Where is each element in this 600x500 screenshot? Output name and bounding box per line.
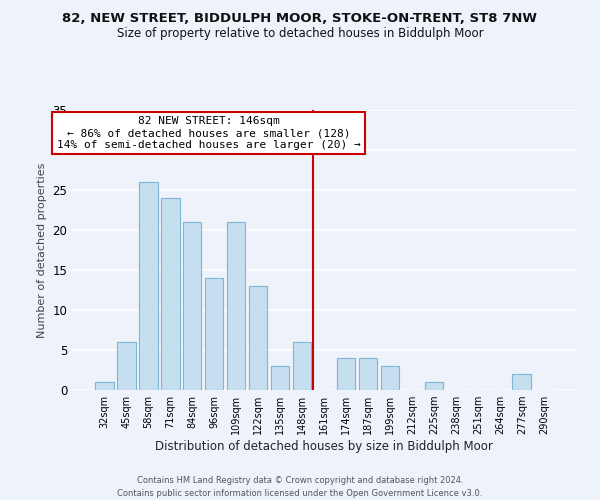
Text: 82, NEW STREET, BIDDULPH MOOR, STOKE-ON-TRENT, ST8 7NW: 82, NEW STREET, BIDDULPH MOOR, STOKE-ON-…: [62, 12, 538, 26]
Bar: [512, 374, 531, 390]
Bar: [227, 222, 245, 390]
Bar: [359, 358, 377, 390]
Bar: [183, 222, 202, 390]
X-axis label: Distribution of detached houses by size in Biddulph Moor: Distribution of detached houses by size …: [155, 440, 493, 453]
Bar: [249, 286, 268, 390]
Bar: [161, 198, 179, 390]
Bar: [95, 382, 113, 390]
Bar: [293, 342, 311, 390]
Bar: [337, 358, 355, 390]
Bar: [117, 342, 136, 390]
Bar: [271, 366, 289, 390]
Bar: [380, 366, 399, 390]
Bar: [205, 278, 223, 390]
Text: Contains HM Land Registry data © Crown copyright and database right 2024.
Contai: Contains HM Land Registry data © Crown c…: [118, 476, 482, 498]
Bar: [139, 182, 158, 390]
Text: 82 NEW STREET: 146sqm
← 86% of detached houses are smaller (128)
14% of semi-det: 82 NEW STREET: 146sqm ← 86% of detached …: [57, 116, 361, 150]
Text: Size of property relative to detached houses in Biddulph Moor: Size of property relative to detached ho…: [116, 28, 484, 40]
Y-axis label: Number of detached properties: Number of detached properties: [37, 162, 47, 338]
Bar: [425, 382, 443, 390]
